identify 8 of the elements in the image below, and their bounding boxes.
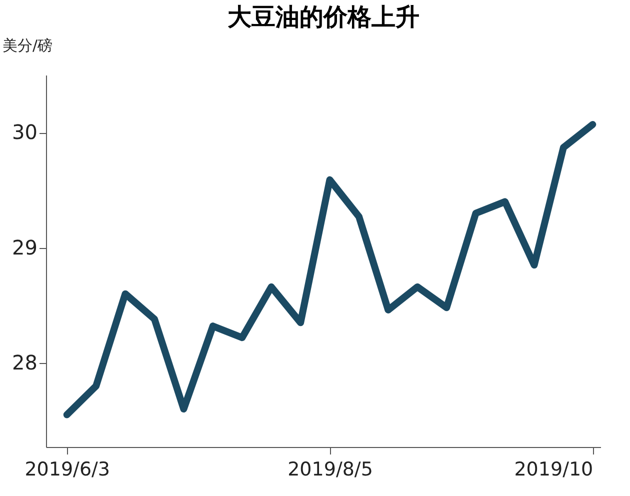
y-tick-label: 30 (12, 120, 38, 144)
x-tick-label: 2019/6/3 (24, 458, 110, 480)
x-tick-label: 2019/8/5 (288, 458, 373, 480)
y-tick-label: 29 (12, 235, 38, 260)
y-axis-title: 美分/磅 (2, 36, 53, 54)
x-tick-label: 2019/10 (514, 458, 594, 480)
chart-title: 大豆油的价格上升 (228, 3, 420, 31)
y-tick-label: 28 (12, 350, 38, 374)
